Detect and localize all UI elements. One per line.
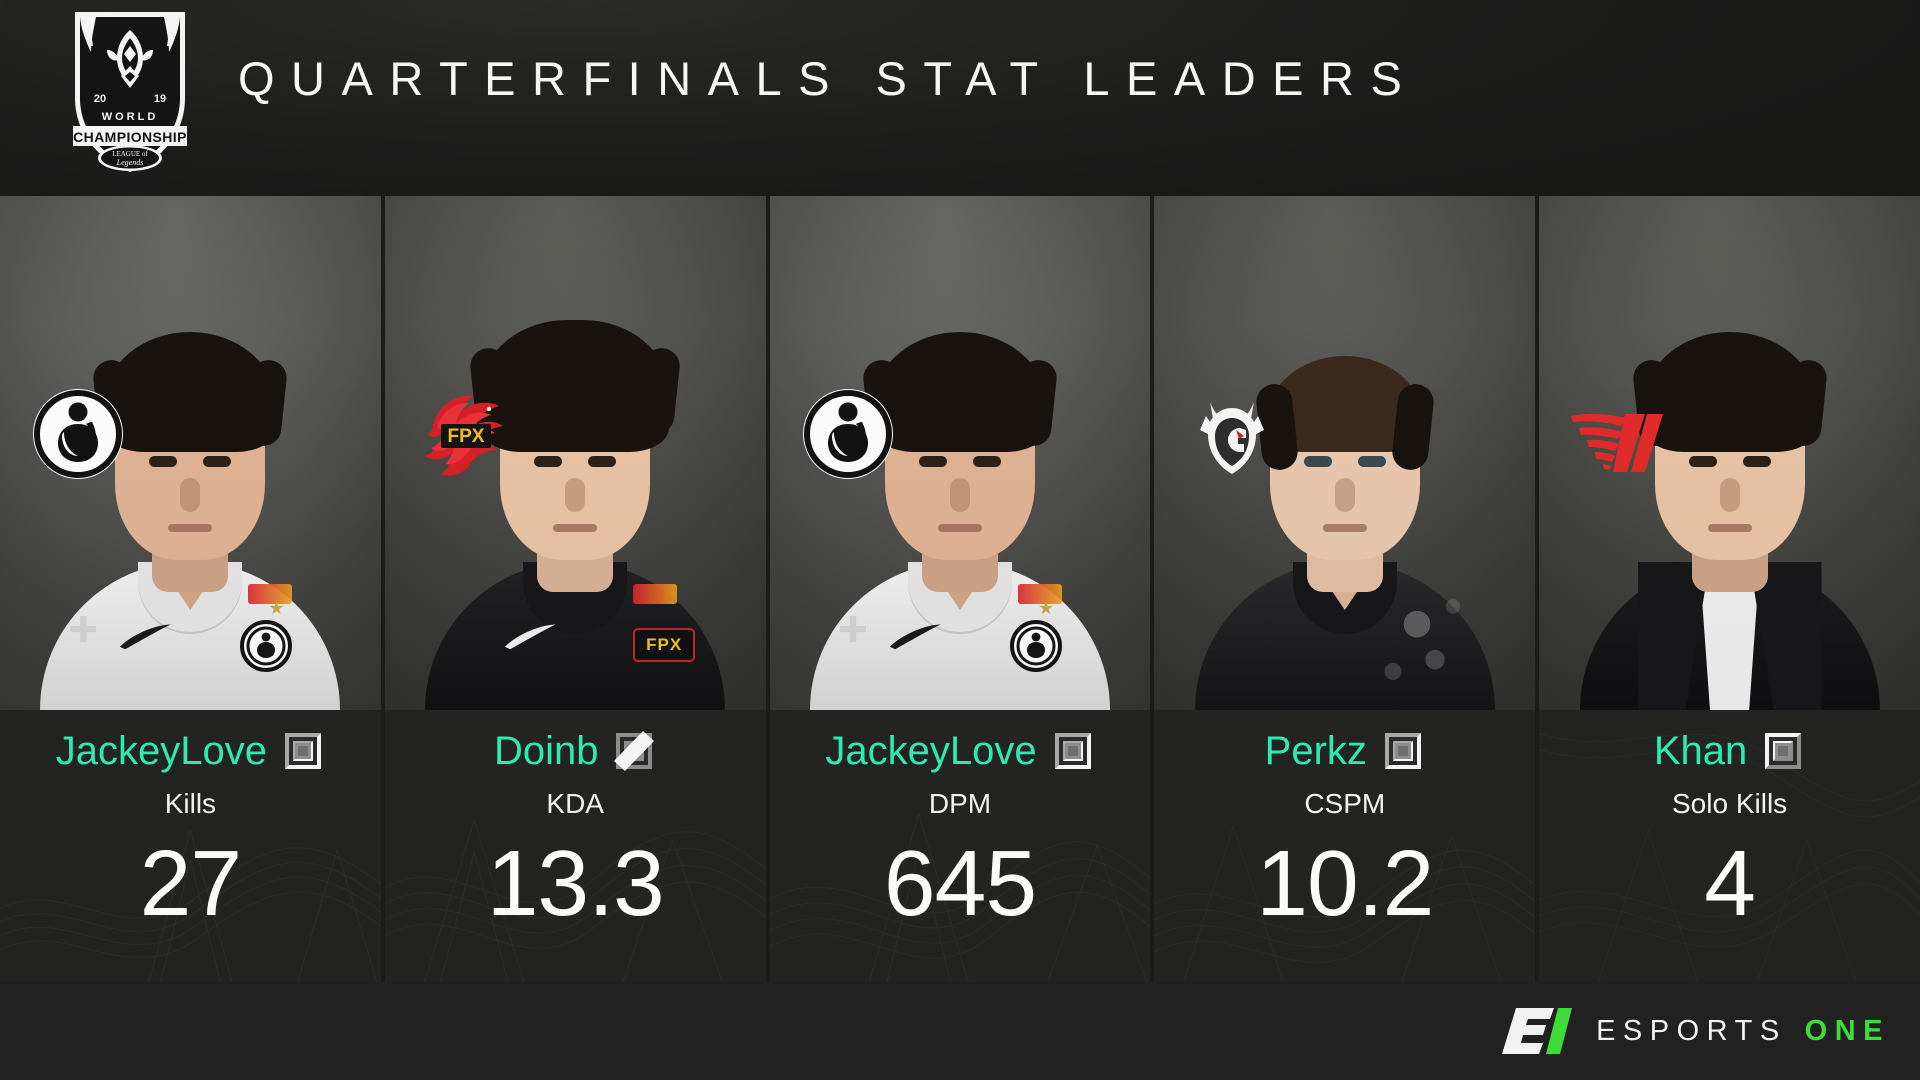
stat-label: CSPM [1304,788,1386,819]
stat-label: Solo Kills [1672,788,1788,819]
worlds-championship-crest-icon: 20 19 WORLD CHAMPIONSHIP LEAGUE of Legen… [55,6,205,178]
svg-text:20: 20 [94,93,106,105]
player-name-row: Perkz [1154,722,1535,780]
team-logo-g2-esports-icon [1184,386,1280,482]
role-top-icon [1761,729,1805,773]
footer-bar: ESPORTS ONE [0,982,1920,1080]
stat-value: 27 [139,831,242,935]
player-name: JackeyLove [825,729,1037,773]
team-logo-t1-icon [1569,402,1665,476]
e1-mark-icon [1502,1006,1573,1056]
esports-one-brand[interactable]: ESPORTS ONE [1502,1004,1890,1058]
player-name-row: Khan [1539,722,1920,780]
stat-panel: JackeyLove Kills 27 [0,710,381,982]
player-name-row: JackeyLove [770,722,1151,780]
svg-text:WORLD: WORLD [102,111,159,123]
stat-label: DPM [928,788,992,819]
stat-label: KDA [546,788,604,819]
role-mid-icon [612,729,656,773]
player-name: Perkz [1264,729,1367,773]
brand-word-esports: ESPORTS [1596,1015,1787,1047]
stat-panel: Perkz CSPM 10.2 [1154,710,1536,982]
team-logo-invictus-gaming-icon [30,386,126,482]
stat-label: Kills [164,788,217,819]
stat-panel: JackeyLove DPM 645 [769,710,1151,982]
stat-value: 10.2 [1256,831,1434,935]
team-logo-fpx-icon: FPX [415,386,511,482]
svg-text:19: 19 [154,93,166,105]
header-bar: 20 19 WORLD CHAMPIONSHIP LEAGUE of Legen… [0,0,1920,196]
role-bot-icon [1051,729,1095,773]
stat-value: 645 [883,831,1037,935]
svg-text:Legends: Legends [116,158,144,167]
brand-word-one: ONE [1804,1015,1890,1047]
player-name-row: Doinb [385,722,766,780]
svg-text:CHAMPIONSHIP: CHAMPIONSHIP [73,129,187,145]
role-bot-icon [281,729,325,773]
player-name: Doinb [493,729,599,773]
role-bot-icon [1381,729,1425,773]
stat-value: 4 [1704,831,1756,935]
player-name: Khan [1653,729,1748,773]
brand-wordmark: ESPORTS ONE [1596,1014,1890,1048]
page-title: QUARTERFINALS STAT LEADERS [238,52,1419,105]
svg-text:LEAGUE of: LEAGUE of [112,150,148,158]
team-logo-invictus-gaming-icon [800,386,896,482]
stat-value: 13.3 [486,831,665,935]
stat-panel: Khan Solo Kills 4 [1539,710,1920,982]
player-name: JackeyLove [55,729,268,773]
stat-panel: Doinb KDA 13.3 [384,710,766,982]
svg-text:FPX: FPX [447,426,484,447]
player-name-row: JackeyLove [0,722,381,780]
